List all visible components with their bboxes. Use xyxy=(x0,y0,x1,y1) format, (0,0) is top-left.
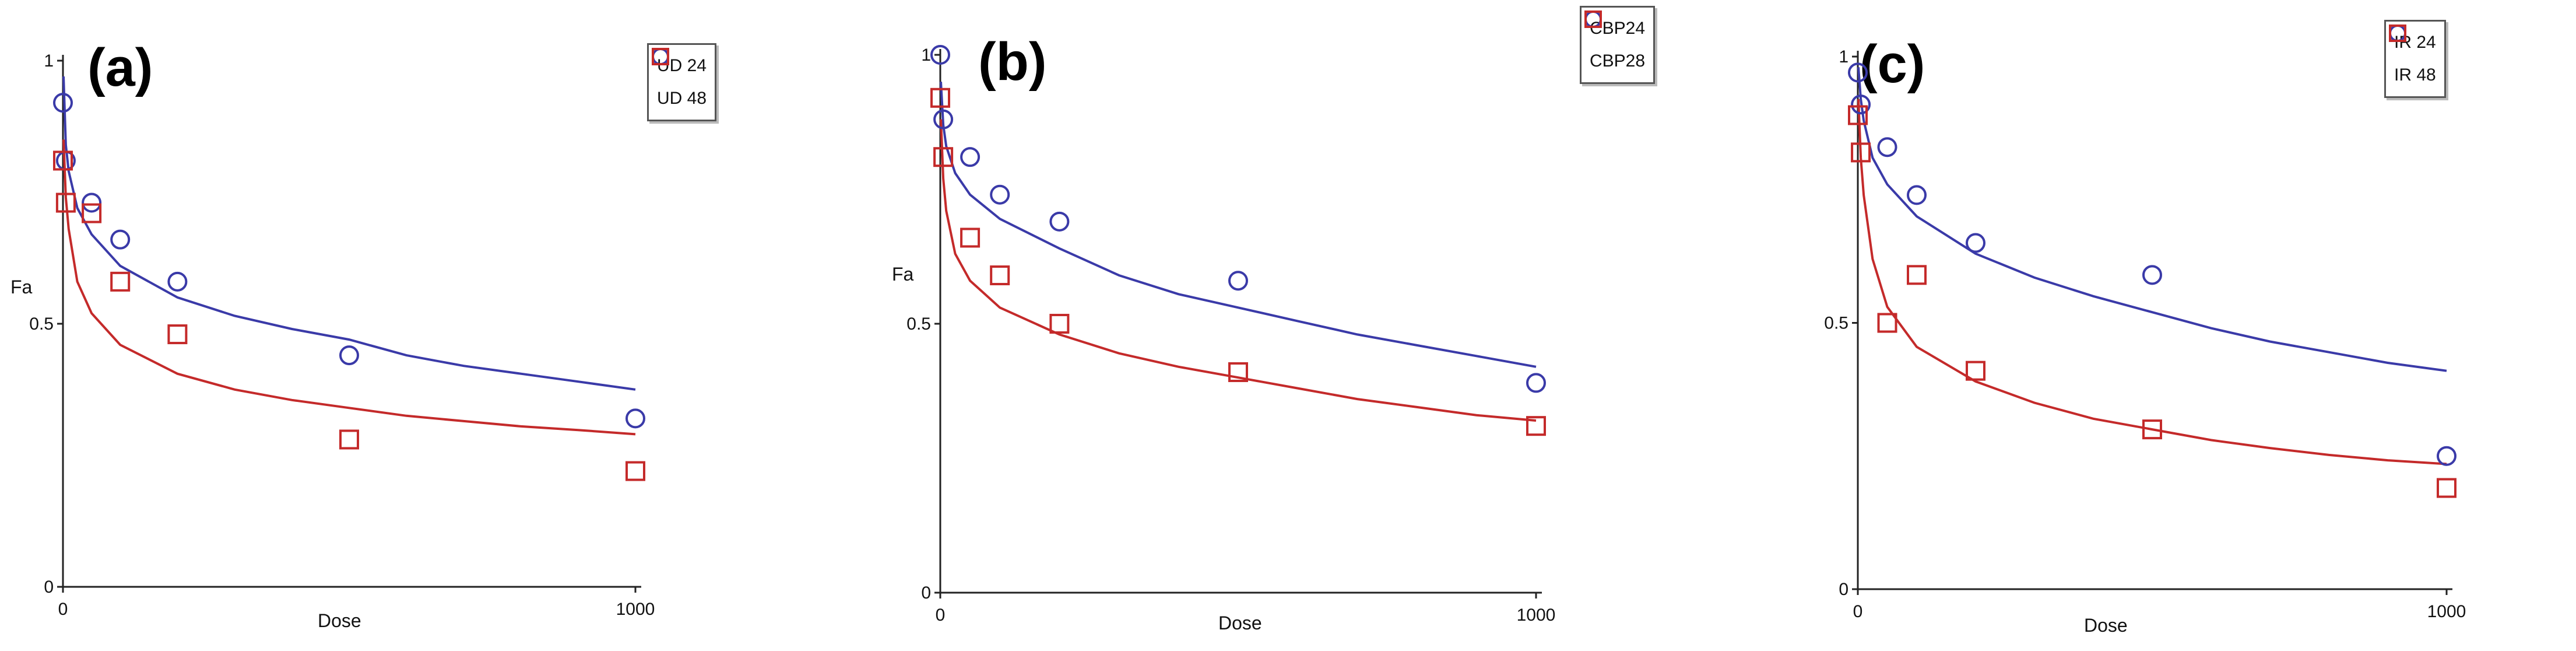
y-tick-label: 0 xyxy=(44,578,54,597)
data-point xyxy=(1848,105,1868,125)
x-tick-label: 1000 xyxy=(616,600,655,619)
legend-entry: UD 48 xyxy=(652,48,707,115)
panel-b: (b) 0 0.5 1 0 1000 Fa Dose CBP24 CBP28 xyxy=(839,0,1766,651)
data-point xyxy=(53,150,73,171)
data-point xyxy=(2142,419,2162,440)
legend-entry: IR 48 xyxy=(2389,24,2436,92)
data-point xyxy=(110,229,131,250)
data-point xyxy=(990,265,1010,286)
legend-square-marker xyxy=(652,48,669,65)
data-point xyxy=(1907,265,1927,285)
data-point xyxy=(960,147,981,167)
y-tick-label: 0.5 xyxy=(906,314,931,334)
legend-label: CBP24 xyxy=(1590,19,1646,38)
x-tick-label: 1000 xyxy=(2427,602,2466,621)
data-point xyxy=(167,271,188,292)
data-point xyxy=(55,192,76,213)
data-point xyxy=(110,271,131,292)
legend-label: IR 48 xyxy=(2394,65,2436,85)
legend: UD 24 UD 48 xyxy=(647,43,717,121)
data-point xyxy=(625,408,645,429)
data-point xyxy=(930,88,950,108)
y-axis-label: Fa xyxy=(10,276,33,298)
legend: IR 24 IR 48 xyxy=(2384,20,2446,98)
data-point xyxy=(2142,265,2162,285)
data-point xyxy=(1526,416,1546,436)
y-axis-label: Fa xyxy=(892,264,914,285)
data-point xyxy=(82,192,102,213)
x-axis-label: Dose xyxy=(2084,615,2128,636)
data-point xyxy=(990,184,1010,205)
panel-c-plot: 0 0.5 1 0 1000 xyxy=(1824,47,2466,621)
legend-square-marker xyxy=(2389,24,2406,42)
fit-curve-series-2 xyxy=(62,139,636,436)
x-tick-label: 1000 xyxy=(1517,606,1556,625)
fit-curve-series-1 xyxy=(1857,67,2447,372)
data-point xyxy=(1877,137,1897,158)
panel-a: (a) 0 0.5 1 0 1000 Fa Dose UD 24 UD 48 xyxy=(0,0,839,651)
data-point xyxy=(339,345,359,366)
panel-label: (b) xyxy=(978,32,1047,92)
y-tick-label: 0.5 xyxy=(29,314,54,334)
data-point xyxy=(1966,360,1985,381)
data-point xyxy=(1049,314,1070,334)
data-point xyxy=(1966,233,1985,253)
data-point xyxy=(1228,271,1248,291)
panel-label: (c) xyxy=(1860,34,1925,94)
legend-label: UD 24 xyxy=(657,56,707,75)
panel-b-plot: 0 0.5 1 0 1000 xyxy=(906,45,1556,625)
data-point xyxy=(1049,211,1070,232)
y-tick-label: 1 xyxy=(921,46,931,65)
data-point xyxy=(1526,373,1546,393)
y-tick-label: 1 xyxy=(1839,47,1848,66)
y-tick-label: 0 xyxy=(921,583,931,603)
legend-label: CBP28 xyxy=(1590,51,1646,71)
legend-square-marker xyxy=(1584,10,1602,28)
fit-curve-series-2 xyxy=(940,119,1537,422)
data-point xyxy=(625,461,645,481)
data-point xyxy=(1907,185,1927,205)
fit-curve-series-1 xyxy=(62,76,636,391)
data-point xyxy=(1848,62,1868,83)
fit-curve-series-2 xyxy=(1857,99,2447,466)
panel-a-plot: 0 0.5 1 0 1000 xyxy=(29,51,655,619)
legend-label: UD 48 xyxy=(657,89,707,108)
panel-c: (c) 0 0.5 1 0 1000 Dose IR 24 IR 48 xyxy=(1766,0,2576,651)
y-tick-label: 0 xyxy=(1839,580,1848,599)
y-tick-label: 1 xyxy=(44,51,54,71)
data-point xyxy=(1851,94,1871,115)
data-point xyxy=(933,109,954,130)
legend-label: IR 24 xyxy=(2394,33,2436,52)
x-axis-label: Dose xyxy=(318,610,361,631)
data-point xyxy=(82,203,102,223)
legend-entry: CBP28 xyxy=(1584,10,1646,78)
data-point xyxy=(2437,446,2456,466)
fit-curve-series-1 xyxy=(940,81,1537,368)
data-point xyxy=(933,147,954,167)
data-point xyxy=(1877,313,1897,333)
x-tick-label: 0 xyxy=(936,606,946,625)
data-point xyxy=(2437,478,2456,498)
y-tick-label: 0.5 xyxy=(1824,314,1848,333)
legend: CBP24 CBP28 xyxy=(1580,6,1656,84)
data-point xyxy=(167,324,188,345)
data-point xyxy=(53,93,73,113)
data-point xyxy=(339,429,359,450)
x-tick-label: 0 xyxy=(58,600,68,619)
x-tick-label: 0 xyxy=(1853,602,1863,621)
data-point xyxy=(1228,362,1248,382)
data-point xyxy=(1851,142,1871,163)
panel-label: (a) xyxy=(87,38,153,97)
data-point xyxy=(960,228,981,248)
data-point xyxy=(930,45,950,65)
x-axis-label: Dose xyxy=(1218,612,1262,634)
